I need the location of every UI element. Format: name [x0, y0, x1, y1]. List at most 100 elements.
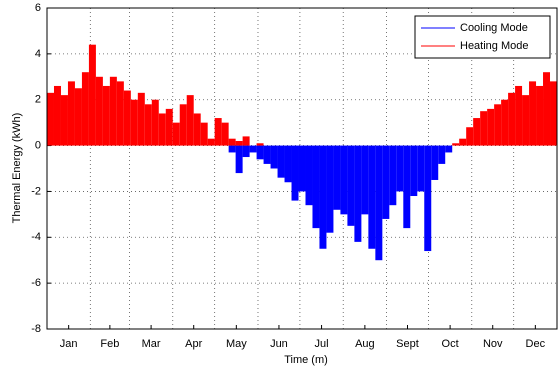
bar: [410, 145, 418, 197]
bar: [284, 145, 292, 183]
bar: [102, 85, 110, 146]
bar: [242, 145, 250, 158]
legend-box: [414, 15, 551, 59]
bar: [81, 72, 89, 146]
bar: [172, 122, 180, 146]
x-tick-label: Jan: [60, 338, 78, 350]
y-tick-label: -4: [31, 231, 41, 243]
bar: [459, 138, 467, 146]
plot-frame: [46, 7, 558, 330]
bar: [256, 145, 264, 160]
bar: [249, 145, 257, 153]
bar: [165, 108, 173, 146]
bar: [431, 145, 439, 180]
bar: [116, 81, 124, 146]
y-tick-label: -6: [31, 277, 41, 289]
bar: [256, 143, 264, 146]
x-tick-label: Mar: [142, 338, 161, 350]
bar: [487, 108, 495, 146]
bar: [123, 90, 131, 146]
bar: [67, 81, 75, 146]
bar: [424, 145, 432, 252]
bar: [305, 145, 313, 206]
bar: [109, 76, 117, 146]
bar: [375, 145, 383, 261]
bar: [494, 104, 502, 146]
bar: [144, 104, 152, 146]
bar: [88, 44, 96, 146]
bar: [522, 95, 530, 146]
bar: [200, 122, 208, 146]
x-tick-label: Sept: [396, 338, 419, 350]
bar: [221, 122, 229, 146]
x-tick-label: Jun: [270, 338, 288, 350]
y-tick-label: -8: [31, 323, 41, 335]
x-tick-label: Jul: [315, 338, 329, 350]
legend-label: Cooling Mode: [460, 22, 528, 34]
x-tick-label: Aug: [355, 338, 375, 350]
bar: [340, 145, 348, 215]
bar: [193, 113, 201, 146]
bar: [382, 145, 390, 219]
bar: [480, 111, 488, 146]
y-tick-label: 2: [35, 94, 41, 106]
bar: [235, 140, 243, 146]
bar: [291, 145, 299, 201]
bar: [151, 99, 159, 146]
bar: [354, 145, 362, 242]
bar: [130, 99, 138, 146]
x-tick-label: May: [226, 338, 247, 350]
bar: [326, 145, 334, 233]
bar: [179, 104, 187, 146]
bar: [389, 145, 397, 206]
bar: [214, 118, 222, 146]
bar: [186, 95, 194, 146]
bar: [270, 145, 278, 169]
x-axis-label: Time (m): [284, 354, 328, 366]
bar: [403, 145, 411, 229]
bar: [466, 127, 474, 146]
bar: [501, 99, 509, 146]
bar: [529, 81, 537, 146]
x-tick-label: Nov: [483, 338, 503, 350]
bar: [361, 145, 369, 215]
bar: [550, 81, 557, 146]
bar: [473, 118, 481, 146]
y-tick-label: 6: [35, 2, 41, 14]
x-tick-label: Feb: [100, 338, 119, 350]
bar: [47, 92, 54, 146]
bar: [207, 138, 215, 146]
bar: [347, 145, 355, 226]
bar: [74, 88, 82, 146]
bar: [277, 145, 285, 178]
bar: [543, 72, 551, 146]
y-tick-label: 4: [35, 48, 41, 60]
x-tick-label: Dec: [526, 338, 546, 350]
bar: [137, 92, 145, 146]
bar: [319, 145, 327, 249]
y-tick-label: -2: [31, 185, 41, 197]
bar: [396, 145, 404, 192]
bar: [95, 76, 103, 146]
bar: [228, 145, 236, 153]
bar: [235, 145, 243, 174]
y-axis-label: Thermal Energy (kWh): [11, 113, 23, 224]
bar: [515, 85, 523, 146]
bar: [60, 95, 68, 146]
bar: [228, 138, 236, 146]
bar: [438, 145, 446, 164]
bar: [158, 113, 166, 146]
bar: [452, 143, 460, 146]
bar: [263, 145, 271, 164]
x-tick-label: Apr: [185, 338, 202, 350]
bar: [333, 145, 341, 210]
x-tick-label: Oct: [442, 338, 459, 350]
bar: [508, 92, 516, 146]
bar: [298, 145, 306, 192]
legend-label: Heating Mode: [460, 40, 529, 52]
bar: [368, 145, 376, 249]
bar: [536, 85, 544, 146]
bar: [445, 145, 453, 153]
bar: [417, 145, 425, 192]
